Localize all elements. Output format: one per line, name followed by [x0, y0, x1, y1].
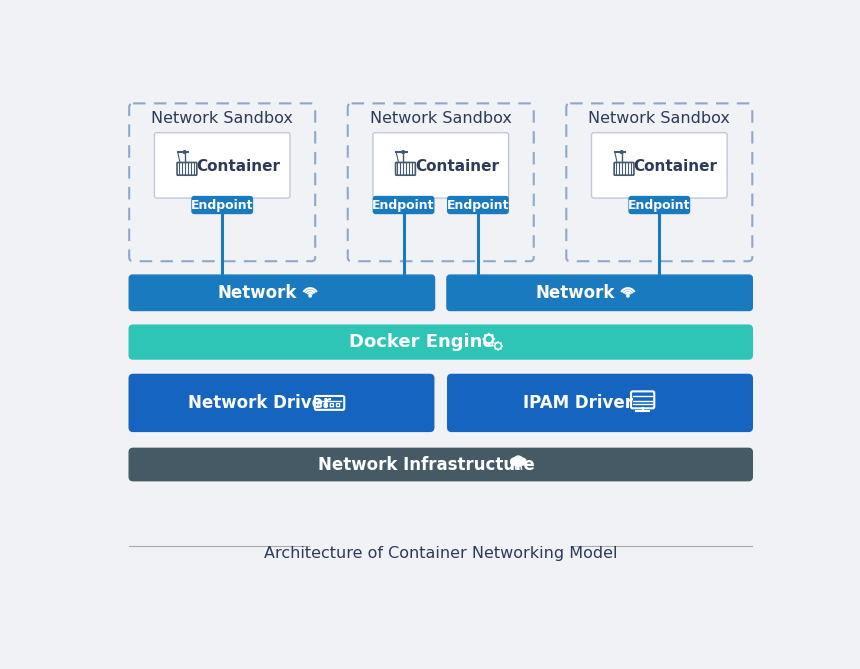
FancyBboxPatch shape — [629, 197, 690, 213]
FancyBboxPatch shape — [129, 448, 752, 481]
FancyBboxPatch shape — [373, 132, 508, 198]
Text: Network Infrastructure: Network Infrastructure — [318, 456, 535, 474]
Text: Network Sandbox: Network Sandbox — [151, 111, 293, 126]
Circle shape — [627, 295, 629, 297]
FancyBboxPatch shape — [129, 275, 434, 310]
Circle shape — [486, 337, 491, 341]
FancyBboxPatch shape — [192, 197, 253, 213]
FancyBboxPatch shape — [448, 375, 752, 432]
Polygon shape — [494, 341, 503, 351]
FancyBboxPatch shape — [129, 375, 433, 432]
FancyBboxPatch shape — [373, 197, 433, 213]
Polygon shape — [482, 333, 495, 345]
Circle shape — [402, 151, 404, 153]
Text: Endpoint: Endpoint — [628, 199, 691, 211]
FancyBboxPatch shape — [447, 275, 752, 310]
Text: IPAM Driver: IPAM Driver — [524, 394, 633, 412]
Text: Network Driver: Network Driver — [188, 394, 331, 412]
FancyBboxPatch shape — [592, 132, 727, 198]
Text: Network: Network — [218, 284, 298, 302]
FancyBboxPatch shape — [129, 325, 752, 359]
Text: Container: Container — [196, 159, 280, 175]
Text: Endpoint: Endpoint — [191, 199, 254, 211]
Circle shape — [620, 151, 624, 153]
Text: Container: Container — [634, 159, 717, 175]
Text: Network Sandbox: Network Sandbox — [370, 111, 512, 126]
FancyBboxPatch shape — [448, 197, 508, 213]
Circle shape — [514, 459, 522, 466]
Text: Docker Engine: Docker Engine — [348, 333, 494, 351]
Text: Network: Network — [536, 284, 615, 302]
FancyBboxPatch shape — [155, 132, 290, 198]
Circle shape — [183, 151, 186, 153]
Circle shape — [309, 295, 311, 297]
Text: Endpoint: Endpoint — [446, 199, 509, 211]
Circle shape — [496, 344, 500, 348]
Circle shape — [511, 458, 518, 465]
Circle shape — [519, 458, 526, 465]
Circle shape — [513, 456, 523, 465]
Text: Architecture of Container Networking Model: Architecture of Container Networking Mod… — [264, 547, 617, 561]
Text: Endpoint: Endpoint — [372, 199, 435, 211]
Text: Container: Container — [415, 159, 499, 175]
Text: Network Sandbox: Network Sandbox — [588, 111, 730, 126]
